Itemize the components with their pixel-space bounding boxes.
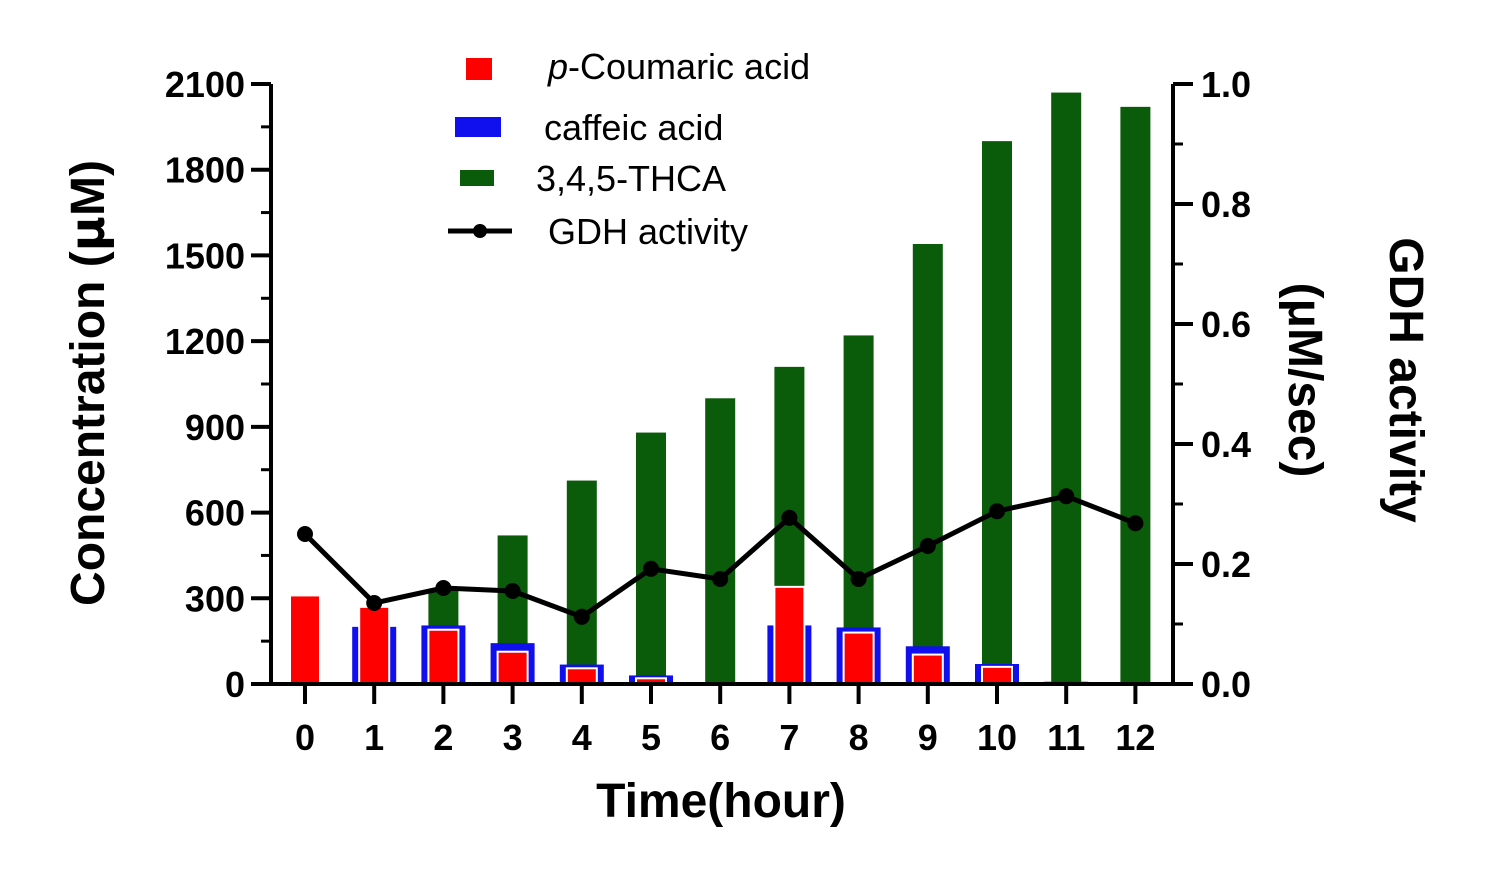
left-y-tick-label: 1800 bbox=[165, 150, 245, 191]
p-coumaric-acid-bars bbox=[289, 585, 1013, 686]
x-tick-label: 9 bbox=[918, 717, 938, 758]
p-coumaric-acid-bar bbox=[981, 665, 1013, 685]
left-y-axis: 0 300 600 900 1200 1500 1800 2100 bbox=[165, 64, 273, 705]
thca-bar bbox=[1120, 106, 1151, 685]
gdh-activity-point bbox=[1058, 488, 1075, 505]
gdh-activity-point bbox=[919, 538, 936, 554]
legend-label-p-rest: -Coumaric acid bbox=[568, 46, 810, 87]
thca-bar bbox=[982, 141, 1012, 685]
legend-swatch-gdh-marker bbox=[473, 224, 487, 238]
left-y-tick-label: 1500 bbox=[165, 235, 245, 276]
p-coumaric-acid-bar bbox=[496, 650, 529, 686]
x-tick-label: 0 bbox=[295, 717, 315, 758]
gdh-activity-point bbox=[1127, 515, 1144, 532]
p-coumaric-acid-bar bbox=[911, 653, 944, 685]
x-tick-label: 12 bbox=[1115, 717, 1155, 758]
x-tick-label: 1 bbox=[364, 717, 384, 758]
thca-bar bbox=[566, 480, 597, 684]
thca-bars bbox=[428, 92, 1151, 685]
x-tick-label: 10 bbox=[977, 717, 1017, 758]
left-y-tick-label: 300 bbox=[185, 578, 245, 619]
left-y-tick-label: 2100 bbox=[165, 64, 245, 105]
right-y-axis-title-line2: (μM/sec) bbox=[1278, 283, 1331, 478]
right-y-tick-label: 0.8 bbox=[1201, 184, 1251, 225]
left-y-tick-label: 600 bbox=[185, 493, 245, 534]
gdh-activity-point bbox=[712, 571, 729, 587]
left-y-axis-title: Concentration (μM) bbox=[60, 160, 116, 606]
left-y-tick-label: 900 bbox=[185, 407, 245, 448]
gdh-activity-point bbox=[643, 560, 659, 577]
thca-bar bbox=[912, 244, 943, 684]
legend-label-p-coumaric-acid: p-Coumaric acid bbox=[547, 46, 810, 87]
left-y-tick-label: 0 bbox=[225, 664, 245, 705]
p-coumaric-acid-bar bbox=[565, 667, 598, 685]
right-y-tick-label: 0.0 bbox=[1201, 664, 1251, 705]
thca-bar bbox=[636, 432, 666, 684]
x-axis-title: Time(hour) bbox=[596, 775, 846, 828]
legend-label-p-italic: p bbox=[547, 46, 568, 87]
thca-bar bbox=[705, 398, 736, 684]
right-y-tick-label: 0.2 bbox=[1201, 544, 1251, 585]
x-tick-label: 8 bbox=[849, 717, 869, 758]
right-y-tick-label: 1.0 bbox=[1201, 64, 1251, 105]
gdh-activity-point bbox=[297, 526, 313, 542]
legend-label-caffeic-acid: caffeic acid bbox=[544, 107, 723, 148]
x-tick-label: 2 bbox=[433, 717, 453, 758]
x-tick-label: 4 bbox=[572, 717, 592, 758]
x-tick-label: 3 bbox=[503, 717, 523, 758]
right-y-axis: 0.0 0.2 0.4 0.6 0.8 1.0 bbox=[1171, 64, 1251, 705]
left-y-axis-title-post: M) bbox=[62, 160, 115, 216]
p-coumaric-acid-bar bbox=[427, 628, 460, 686]
thca-bar bbox=[1051, 92, 1082, 685]
right-y-tick-label: 0.4 bbox=[1201, 424, 1251, 465]
x-tick-label: 11 bbox=[1047, 717, 1085, 758]
p-coumaric-acid-bar bbox=[289, 594, 321, 686]
thca-bar bbox=[843, 335, 874, 684]
legend-swatch-p-coumaric-acid bbox=[466, 58, 492, 80]
left-y-axis-title-pre: Concentration ( bbox=[62, 251, 115, 606]
x-axis: 0 1 2 3 4 5 6 7 8 9 10 11 12 bbox=[271, 682, 1173, 758]
gdh-activity-point bbox=[366, 595, 383, 611]
right-y-axis-title-line1: GDH activity bbox=[1379, 237, 1432, 523]
gdh-activity-point bbox=[850, 571, 867, 587]
legend: p-Coumaric acid caffeic acid 3,4,5-THCA … bbox=[448, 46, 810, 252]
p-coumaric-acid-bar bbox=[842, 631, 875, 685]
legend-label-gdh-activity: GDH activity bbox=[548, 211, 748, 252]
right-y-tick-label: 0.6 bbox=[1201, 304, 1251, 345]
gdh-activity-line bbox=[297, 488, 1144, 625]
legend-label-thca: 3,4,5-THCA bbox=[536, 158, 726, 199]
p-coumaric-acid-bar bbox=[358, 605, 391, 685]
left-y-axis-title-mu: μ bbox=[60, 216, 116, 251]
legend-swatch-caffeic-acid bbox=[455, 117, 501, 137]
gdh-activity-point bbox=[573, 608, 590, 625]
gdh-activity-point bbox=[435, 580, 452, 596]
gdh-activity-point bbox=[989, 503, 1005, 520]
x-tick-label: 6 bbox=[710, 717, 730, 758]
p-coumaric-acid-bar bbox=[773, 585, 806, 685]
gdh-activity-point bbox=[504, 583, 521, 599]
x-tick-label: 5 bbox=[641, 717, 661, 758]
x-tick-label: 7 bbox=[779, 717, 799, 758]
legend-swatch-thca bbox=[460, 170, 494, 186]
gdh-activity-point bbox=[781, 509, 798, 526]
left-y-tick-label: 1200 bbox=[165, 321, 245, 362]
